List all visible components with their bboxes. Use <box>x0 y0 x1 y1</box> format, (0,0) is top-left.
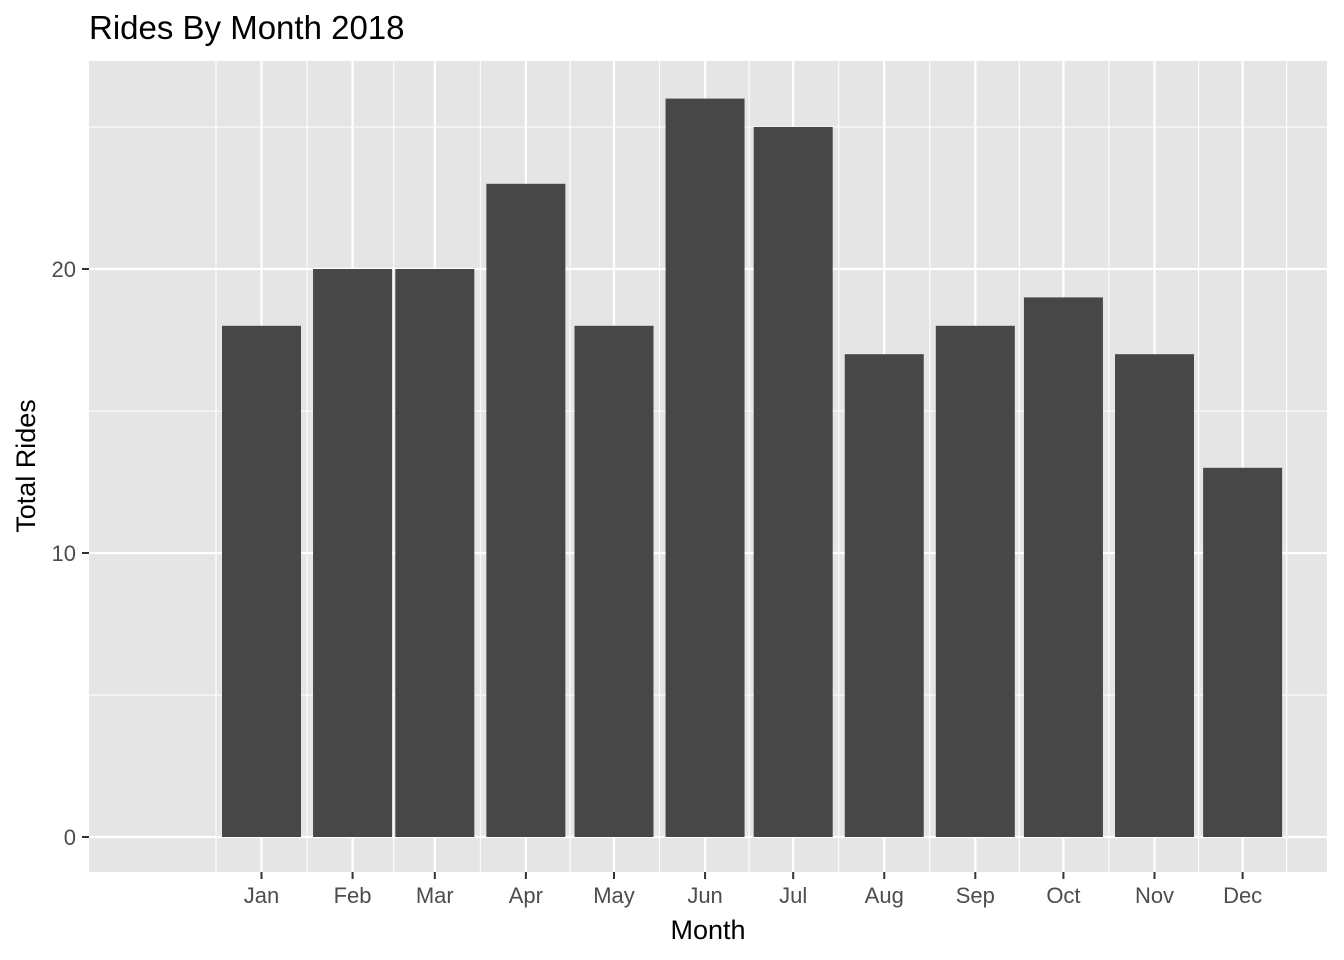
x-tick-label-may: May <box>593 883 635 908</box>
x-tick-label-oct: Oct <box>1046 883 1080 908</box>
bar-jan <box>222 325 301 837</box>
bar-dec <box>1203 467 1283 837</box>
y-axis: 0 10 20 <box>52 257 89 850</box>
bar-sep <box>935 325 1015 837</box>
x-tick-label-aug: Aug <box>865 883 904 908</box>
x-tick-label-feb: Feb <box>334 883 372 908</box>
x-tick-label-dec: Dec <box>1223 883 1262 908</box>
bar-apr <box>486 183 566 838</box>
bar-oct <box>1023 297 1103 837</box>
y-tick-label: 0 <box>64 825 76 850</box>
x-tick-label-nov: Nov <box>1135 883 1174 908</box>
bar-may <box>574 325 654 837</box>
x-tick-label-jan: Jan <box>244 883 279 908</box>
y-tick-label: 10 <box>52 541 76 566</box>
chart-title: Rides By Month 2018 <box>89 9 405 46</box>
bar-feb <box>313 269 393 837</box>
bar-series <box>222 98 1283 838</box>
bar-aug <box>844 354 924 837</box>
bar-jun <box>665 98 745 838</box>
y-tick-label: 20 <box>52 257 76 282</box>
bar-mar <box>395 269 475 837</box>
x-axis: Jan Feb Mar Apr May Jun Jul Aug Sep Oct Nov Dec <box>244 872 1262 908</box>
x-tick-label-jul: Jul <box>779 883 807 908</box>
x-axis-title: Month <box>670 915 745 945</box>
x-tick-label-jun: Jun <box>687 883 722 908</box>
x-tick-label-apr: Apr <box>509 883 543 908</box>
x-tick-label-mar: Mar <box>416 883 454 908</box>
y-axis-title: Total Rides <box>11 399 41 533</box>
bar-nov <box>1115 354 1194 837</box>
bar-jul <box>753 127 833 837</box>
x-tick-label-sep: Sep <box>956 883 995 908</box>
